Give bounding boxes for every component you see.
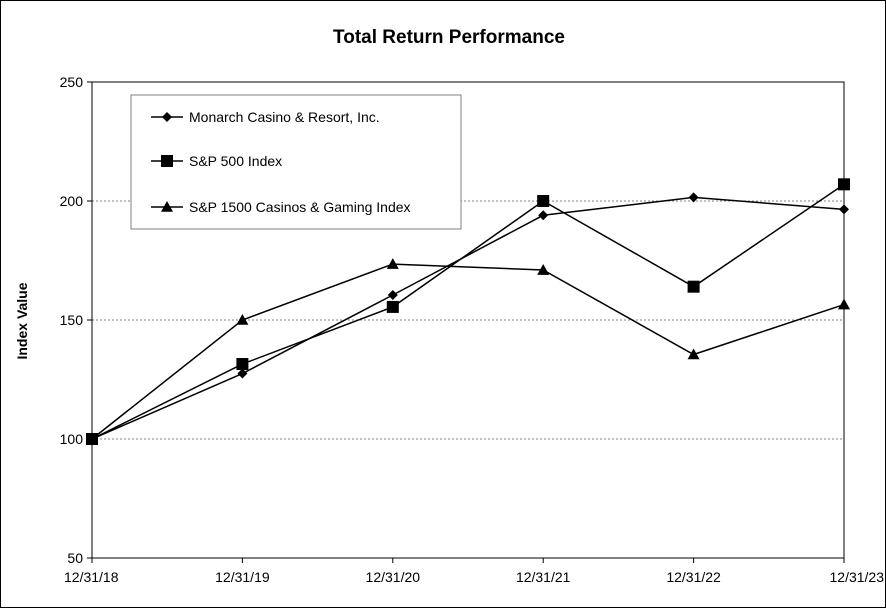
data-point-square — [236, 358, 249, 371]
y-tick-label: 100 — [60, 431, 84, 447]
x-tick-label: 12/31/18 — [64, 569, 119, 585]
x-tick-label: 12/31/21 — [516, 569, 571, 585]
legend-marker-diamond — [162, 112, 172, 122]
series-line — [91, 263, 845, 440]
series-group — [86, 178, 850, 445]
data-point-triangle — [838, 298, 850, 310]
gridlines — [92, 200, 844, 440]
data-point-triangle — [86, 433, 98, 444]
chart-title: Total Return Performance — [333, 27, 565, 48]
data-point-diamond — [839, 204, 849, 215]
data-point-triangle — [687, 348, 700, 360]
data-point-triangle — [236, 314, 249, 325]
series-line — [91, 183, 845, 440]
x-tick-label: 12/31/22 — [666, 569, 721, 585]
data-point-square — [838, 178, 850, 191]
data-point-diamond — [387, 290, 398, 301]
y-tick-label: 50 — [67, 550, 83, 566]
x-tick-label: 12/31/19 — [215, 569, 270, 585]
y-tick-label: 150 — [60, 312, 84, 328]
data-point-square — [687, 280, 700, 293]
data-point-diamond — [688, 192, 699, 203]
legend-label: Monarch Casino & Resort, Inc. — [189, 109, 380, 125]
axes: 50 100 150 200 250 12/31/18 12/31/19 12/31/20 12… — [60, 74, 885, 585]
legend-marker-triangle — [161, 201, 173, 212]
legend-marker-square — [161, 155, 173, 167]
data-point-square — [537, 195, 550, 207]
data-point-square — [386, 300, 399, 313]
y-tick-label: 200 — [60, 193, 84, 209]
x-tick-label: 12/31/23 — [830, 569, 885, 585]
series-2 — [86, 258, 850, 444]
data-point-diamond — [538, 210, 549, 221]
legend-label: S&P 1500 Casinos & Gaming Index — [189, 199, 411, 215]
y-tick-label: 250 — [60, 74, 84, 90]
data-point-diamond — [237, 368, 248, 379]
x-tick-label: 12/31/20 — [366, 569, 421, 585]
y-axis-label: Index Value — [14, 282, 30, 359]
series-line — [91, 196, 845, 440]
data-point-triangle — [386, 258, 399, 269]
series-0 — [87, 192, 849, 444]
legend: Monarch Casino & Resort, Inc. S&P 500 Ind… — [130, 94, 462, 230]
legend-label: S&P 500 Index — [189, 153, 282, 169]
legend-box — [130, 94, 462, 230]
data-point-triangle — [537, 264, 550, 275]
